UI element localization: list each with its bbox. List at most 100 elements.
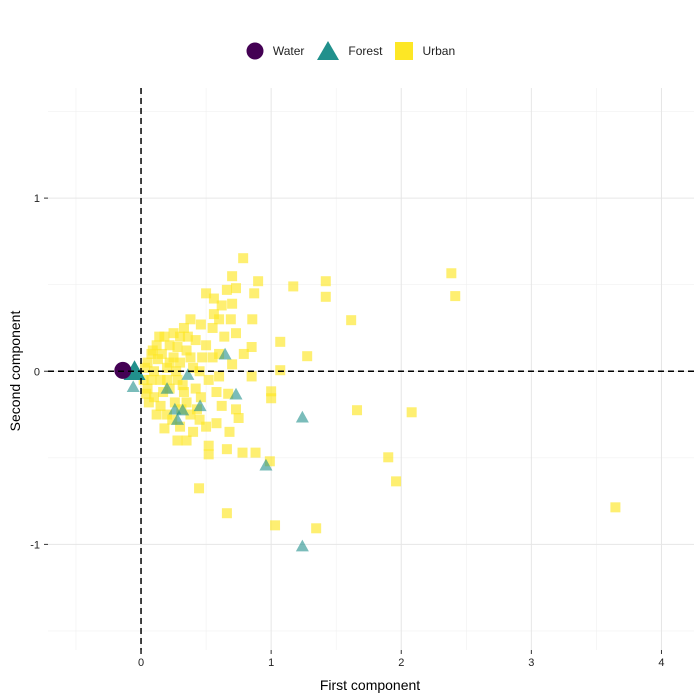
urban-point — [151, 340, 162, 351]
urban-point — [188, 362, 199, 373]
forest-point — [295, 539, 309, 552]
forest-point — [126, 380, 140, 393]
axes: 0 1 2 3 4 -1 0 1 — [30, 193, 664, 669]
points — [114, 253, 621, 552]
urban-point — [446, 268, 457, 279]
urban-point — [197, 352, 208, 363]
urban-point — [227, 359, 238, 370]
urban-point — [168, 328, 179, 339]
urban-point — [221, 444, 232, 455]
urban-point — [190, 383, 201, 394]
urban-point — [195, 319, 206, 330]
urban-point — [346, 315, 357, 326]
urban-point — [162, 374, 173, 385]
x-tick-label: 3 — [528, 657, 534, 669]
urban-point — [156, 348, 167, 359]
urban-point — [181, 397, 192, 408]
urban-point — [182, 331, 193, 342]
urban-point — [203, 374, 214, 385]
urban-point — [214, 371, 225, 382]
urban-point — [203, 449, 214, 460]
urban-point — [178, 387, 189, 398]
urban-point — [155, 400, 166, 411]
urban-point — [162, 362, 173, 373]
urban-point — [167, 414, 178, 425]
urban-point — [320, 291, 331, 302]
forest-point — [229, 387, 243, 400]
urban-point — [211, 418, 222, 429]
urban-point — [221, 284, 232, 295]
urban-point — [311, 523, 322, 534]
urban-point — [266, 386, 277, 397]
x-axis-title: First component — [320, 677, 420, 693]
x-tick-label: 2 — [398, 657, 404, 669]
urban-point — [246, 371, 257, 382]
water-point — [114, 361, 132, 379]
x-tick-label: 4 — [658, 657, 664, 669]
urban-point — [155, 374, 166, 385]
urban-point — [146, 374, 157, 385]
x-tick-label: 1 — [268, 657, 274, 669]
urban-point — [185, 409, 196, 420]
urban-point — [172, 342, 183, 353]
urban-point — [391, 476, 402, 487]
legend-item-forest: Forest — [316, 40, 382, 62]
urban-point — [149, 366, 160, 377]
urban-point — [141, 388, 152, 399]
forest-point — [218, 347, 232, 360]
urban-point — [223, 388, 234, 399]
y-tick-label: 0 — [34, 366, 40, 378]
urban-point — [275, 365, 286, 376]
urban-point — [214, 314, 225, 325]
urban-point — [207, 322, 218, 333]
urban-point — [201, 288, 212, 299]
urban-point — [143, 397, 154, 408]
forest-point — [160, 382, 174, 394]
legend-label-urban: Urban — [422, 44, 456, 58]
urban-point — [266, 393, 277, 404]
urban-point — [450, 291, 461, 302]
urban-point — [201, 340, 212, 351]
urban-point — [185, 314, 196, 325]
urban-point — [221, 508, 232, 519]
y-axis-title: Second component — [7, 311, 23, 432]
urban-point — [185, 352, 196, 363]
urban-point — [178, 322, 189, 333]
urban-point — [175, 357, 186, 368]
legend-label-forest: Forest — [348, 44, 383, 58]
x-tick-label: 0 — [138, 657, 144, 669]
urban-point — [172, 374, 183, 385]
urban-point — [190, 335, 201, 346]
forest-point — [193, 399, 207, 412]
urban-point — [159, 331, 170, 342]
urban-point — [225, 314, 236, 325]
urban-point — [238, 253, 249, 264]
urban-point — [142, 357, 153, 368]
urban-point — [151, 409, 162, 420]
y-tick-label: -1 — [30, 539, 40, 551]
urban-point — [188, 426, 199, 437]
urban-point — [250, 447, 261, 458]
urban-point — [203, 440, 214, 451]
urban-point — [172, 435, 183, 446]
triangle-marker-icon — [317, 41, 340, 60]
urban-point — [406, 407, 417, 418]
forest-point — [181, 368, 195, 380]
urban-point — [610, 502, 621, 513]
urban-point — [181, 345, 192, 356]
urban-point — [253, 276, 264, 287]
urban-point — [195, 392, 206, 403]
square-marker-icon — [395, 42, 414, 60]
urban-point — [208, 309, 219, 320]
urban-point — [194, 483, 205, 494]
urban-point — [154, 331, 165, 342]
urban-point — [207, 352, 218, 363]
urban-point — [237, 447, 248, 458]
urban-point — [139, 362, 150, 373]
urban-point — [383, 452, 394, 463]
legend-item-urban: Urban — [394, 41, 455, 61]
urban-point — [164, 340, 175, 351]
legend: Water Forest Urban — [0, 40, 700, 62]
forest-point — [170, 413, 184, 425]
